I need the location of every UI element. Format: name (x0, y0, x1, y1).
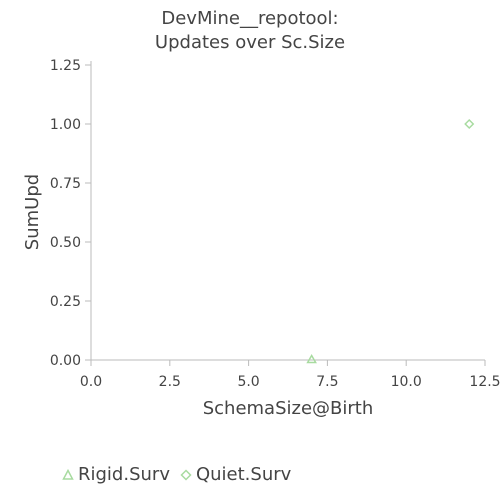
x-tick-label: 5.0 (237, 374, 259, 390)
x-tick-label: 10.0 (391, 374, 422, 390)
y-tick-label: 0.50 (50, 235, 81, 251)
x-tick-label: 12.5 (469, 374, 500, 390)
legend-label-rigid-surv: Rigid.Surv (78, 464, 170, 485)
y-tick-label: 0.00 (50, 353, 81, 369)
legend-label-quiet-surv: Quiet.Surv (195, 464, 292, 485)
x-axis-label: SchemaSize@Birth (203, 398, 374, 419)
y-tick-label: 1.00 (50, 117, 81, 133)
x-tick-label: 2.5 (159, 374, 181, 390)
chart-title-line-2: Updates over Sc.Size (154, 32, 346, 53)
legend-item-rigid-surv: Rigid.Surv (62, 464, 170, 485)
data-points (306, 118, 475, 364)
axes: 0.00 0.25 0.50 0.75 1.00 1.25 0.0 2.5 5.0 7.5 10.0… (50, 58, 500, 390)
data-point-rigid-surv (306, 353, 317, 364)
x-tick-label: 0.0 (80, 374, 102, 390)
legend: Rigid.Surv Quiet.Surv (62, 464, 295, 485)
x-tick-label: 7.5 (316, 374, 338, 390)
legend-item-quiet-surv: Quiet.Surv (180, 464, 291, 485)
diamond-marker-icon (180, 468, 192, 481)
triangle-marker-icon (62, 468, 74, 480)
y-axis-label: SumUpd (22, 174, 43, 250)
chart-title: DevMine__repotool: Updates over Sc.Size (0, 7, 500, 55)
y-tick-label: 0.75 (50, 176, 81, 192)
data-point-quiet-surv (464, 118, 475, 130)
y-tick-label: 0.25 (50, 294, 81, 310)
y-tick-label: 1.25 (50, 58, 81, 74)
chart-title-line-1: DevMine__repotool: (161, 8, 339, 29)
